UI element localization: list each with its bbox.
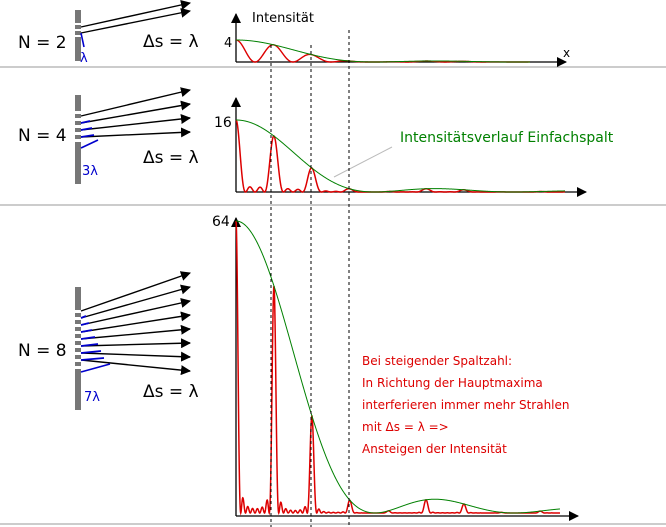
n-label: N = 8 bbox=[18, 341, 67, 361]
ray-bundle bbox=[80, 87, 191, 149]
ray-bundle bbox=[80, 271, 191, 376]
n-label: N = 2 bbox=[18, 33, 67, 53]
delta-s-label: Δs = λ bbox=[143, 148, 199, 168]
note-line: In Richtung der Hauptmaxima bbox=[362, 376, 543, 390]
panel-n8: N = 8 bbox=[18, 214, 579, 521]
max-intensity-label: 4 bbox=[224, 36, 232, 51]
note-line: Ansteigen der Intensität bbox=[362, 442, 507, 456]
ray-bundle bbox=[80, 0, 191, 48]
panel-n2: N = 2 λ Δs = λ Intensität x 4 bbox=[18, 0, 570, 67]
grating bbox=[75, 95, 81, 184]
max-intensity-label: 64 bbox=[212, 214, 230, 230]
note-line: mit Δs = λ => bbox=[362, 420, 449, 434]
delta-s-label: Δs = λ bbox=[143, 382, 199, 402]
grating bbox=[75, 287, 81, 410]
path-difference-label: λ bbox=[80, 51, 88, 66]
intensity-curve bbox=[235, 39, 530, 63]
path-difference-label: 3λ bbox=[82, 164, 98, 179]
envelope-pointer bbox=[333, 146, 393, 178]
y-axis-label: Intensität bbox=[252, 11, 314, 26]
x-axis-label: x bbox=[563, 46, 570, 60]
envelope-curve bbox=[236, 220, 561, 514]
delta-s-label: Δs = λ bbox=[143, 32, 199, 52]
envelope-curve bbox=[236, 39, 530, 63]
max-intensity-label: 16 bbox=[214, 115, 232, 131]
envelope-curve bbox=[236, 119, 566, 193]
envelope-label: Intensitätsverlauf Einfachspalt bbox=[400, 130, 614, 146]
note-line: Bei steigender Spaltzahl: bbox=[362, 354, 512, 368]
explanation-note: Bei steigender Spaltzahl: In Richtung de… bbox=[362, 354, 570, 456]
n-label: N = 4 bbox=[18, 126, 67, 146]
panel-n4: N = 4 3λ Δs = λ 16 Intensitätsverlauf E bbox=[18, 87, 614, 197]
grating bbox=[75, 10, 81, 61]
path-difference-label: 7λ bbox=[84, 390, 100, 405]
note-line: interferieren immer mehr Strahlen bbox=[362, 398, 570, 412]
